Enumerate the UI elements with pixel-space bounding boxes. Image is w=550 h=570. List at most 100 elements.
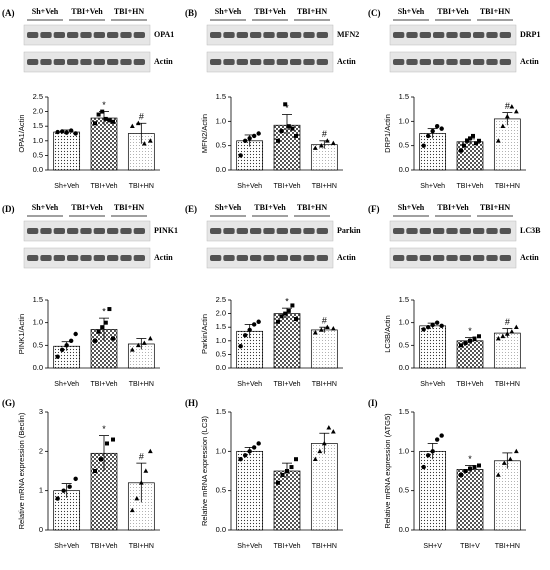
blot-group-label: TBI+Veh bbox=[71, 203, 103, 212]
data-point bbox=[321, 440, 327, 446]
data-point bbox=[474, 141, 478, 146]
significance: * bbox=[285, 103, 289, 113]
x-tick-label: TBI+HN bbox=[312, 543, 337, 550]
blot-band bbox=[67, 255, 79, 261]
significance: # bbox=[322, 129, 327, 139]
x-tick-label: Sh+Veh bbox=[54, 183, 79, 190]
significance: * bbox=[285, 297, 289, 307]
blot-band bbox=[263, 255, 275, 261]
data-point bbox=[143, 468, 149, 473]
blot-group-label: TBI+Veh bbox=[71, 7, 103, 16]
bar bbox=[493, 460, 521, 531]
x-tick-label: Sh+Veh bbox=[237, 183, 262, 190]
blot-band bbox=[107, 32, 119, 38]
y-tick-label: 2 bbox=[39, 446, 43, 455]
x-tick-label: TBI+Veh bbox=[273, 183, 300, 190]
data-point bbox=[468, 136, 472, 141]
blot-band bbox=[316, 255, 328, 261]
data-point bbox=[242, 333, 248, 338]
panel-label: (E) bbox=[185, 204, 197, 214]
blot-band bbox=[303, 228, 315, 234]
blot-group-label: TBI+HN bbox=[114, 203, 145, 212]
blot-band bbox=[276, 32, 288, 38]
y-tick-label: 1.0 bbox=[399, 318, 409, 327]
data-point bbox=[294, 457, 298, 462]
blot-group-label: Sh+Veh bbox=[215, 7, 242, 16]
data-point bbox=[242, 453, 248, 458]
bar bbox=[456, 469, 484, 531]
panel-label: (H) bbox=[185, 398, 198, 408]
data-point bbox=[459, 148, 463, 153]
data-point bbox=[256, 131, 261, 136]
y-axis-label: Relative mRNA expression (ATG5) bbox=[383, 413, 392, 529]
blot-band bbox=[120, 59, 132, 65]
y-tick-label: 0.5 bbox=[399, 486, 409, 495]
blot-band bbox=[446, 228, 458, 234]
x-tick-label: TBI+HN bbox=[312, 381, 337, 388]
bar bbox=[310, 329, 338, 369]
data-point bbox=[312, 456, 318, 461]
blot-band bbox=[459, 228, 471, 234]
data-point bbox=[286, 124, 291, 129]
bar bbox=[456, 141, 484, 171]
bar bbox=[273, 470, 301, 531]
bar bbox=[419, 325, 447, 369]
blot-band bbox=[486, 255, 498, 261]
blot-band bbox=[316, 59, 328, 65]
data-point bbox=[477, 138, 481, 143]
y-tick-label: 0.0 bbox=[399, 525, 409, 534]
data-point bbox=[324, 138, 330, 143]
blot-protein-label: Actin bbox=[154, 57, 173, 66]
blot-band bbox=[406, 255, 418, 261]
data-point bbox=[318, 143, 324, 148]
data-point bbox=[61, 488, 66, 493]
data-point bbox=[107, 307, 112, 312]
y-tick-label: 0.0 bbox=[399, 363, 409, 372]
data-point bbox=[330, 140, 336, 146]
blot-band bbox=[107, 255, 119, 261]
significance: * bbox=[102, 307, 106, 317]
blot-band bbox=[133, 59, 145, 65]
bar bbox=[419, 450, 447, 531]
blot-band bbox=[93, 32, 105, 38]
blot-band bbox=[236, 59, 248, 65]
blot-band bbox=[276, 228, 288, 234]
y-tick-label: 0.5 bbox=[33, 150, 43, 159]
data-point bbox=[468, 466, 472, 471]
blot-band bbox=[93, 59, 105, 65]
y-tick-label: 3 bbox=[39, 407, 43, 416]
blot-protein-label: Actin bbox=[154, 253, 173, 262]
blot-band bbox=[223, 32, 235, 38]
blot-protein-label: OPA1 bbox=[154, 30, 174, 39]
data-point bbox=[513, 448, 519, 454]
x-tick-label: TBI+Veh bbox=[90, 381, 117, 388]
blot-band bbox=[40, 255, 52, 261]
blot-band bbox=[419, 228, 431, 234]
blot-band bbox=[419, 59, 431, 65]
data-point bbox=[100, 109, 105, 114]
data-point bbox=[462, 143, 466, 148]
blot-band bbox=[107, 59, 119, 65]
data-point bbox=[472, 465, 477, 470]
data-point bbox=[283, 311, 288, 316]
blot-band bbox=[303, 32, 315, 38]
y-tick-label: 1.0 bbox=[399, 116, 409, 125]
x-tick-label: TBI+Veh bbox=[456, 381, 483, 388]
data-point bbox=[513, 109, 519, 114]
y-tick-label: 1.5 bbox=[399, 295, 409, 304]
data-point bbox=[425, 453, 431, 458]
y-axis-label: MFN2/Actin bbox=[200, 114, 209, 153]
blot-band bbox=[276, 255, 288, 261]
data-point bbox=[247, 449, 252, 454]
blot-band bbox=[473, 32, 485, 38]
data-point bbox=[251, 133, 257, 139]
data-point bbox=[256, 441, 261, 446]
blot-band bbox=[459, 59, 471, 65]
x-tick-label: SH+V bbox=[423, 543, 442, 550]
blot-band bbox=[499, 32, 511, 38]
blot-band bbox=[27, 255, 39, 261]
blot-band bbox=[486, 59, 498, 65]
data-point bbox=[276, 138, 280, 143]
blot-band bbox=[80, 228, 92, 234]
data-point bbox=[276, 480, 280, 485]
